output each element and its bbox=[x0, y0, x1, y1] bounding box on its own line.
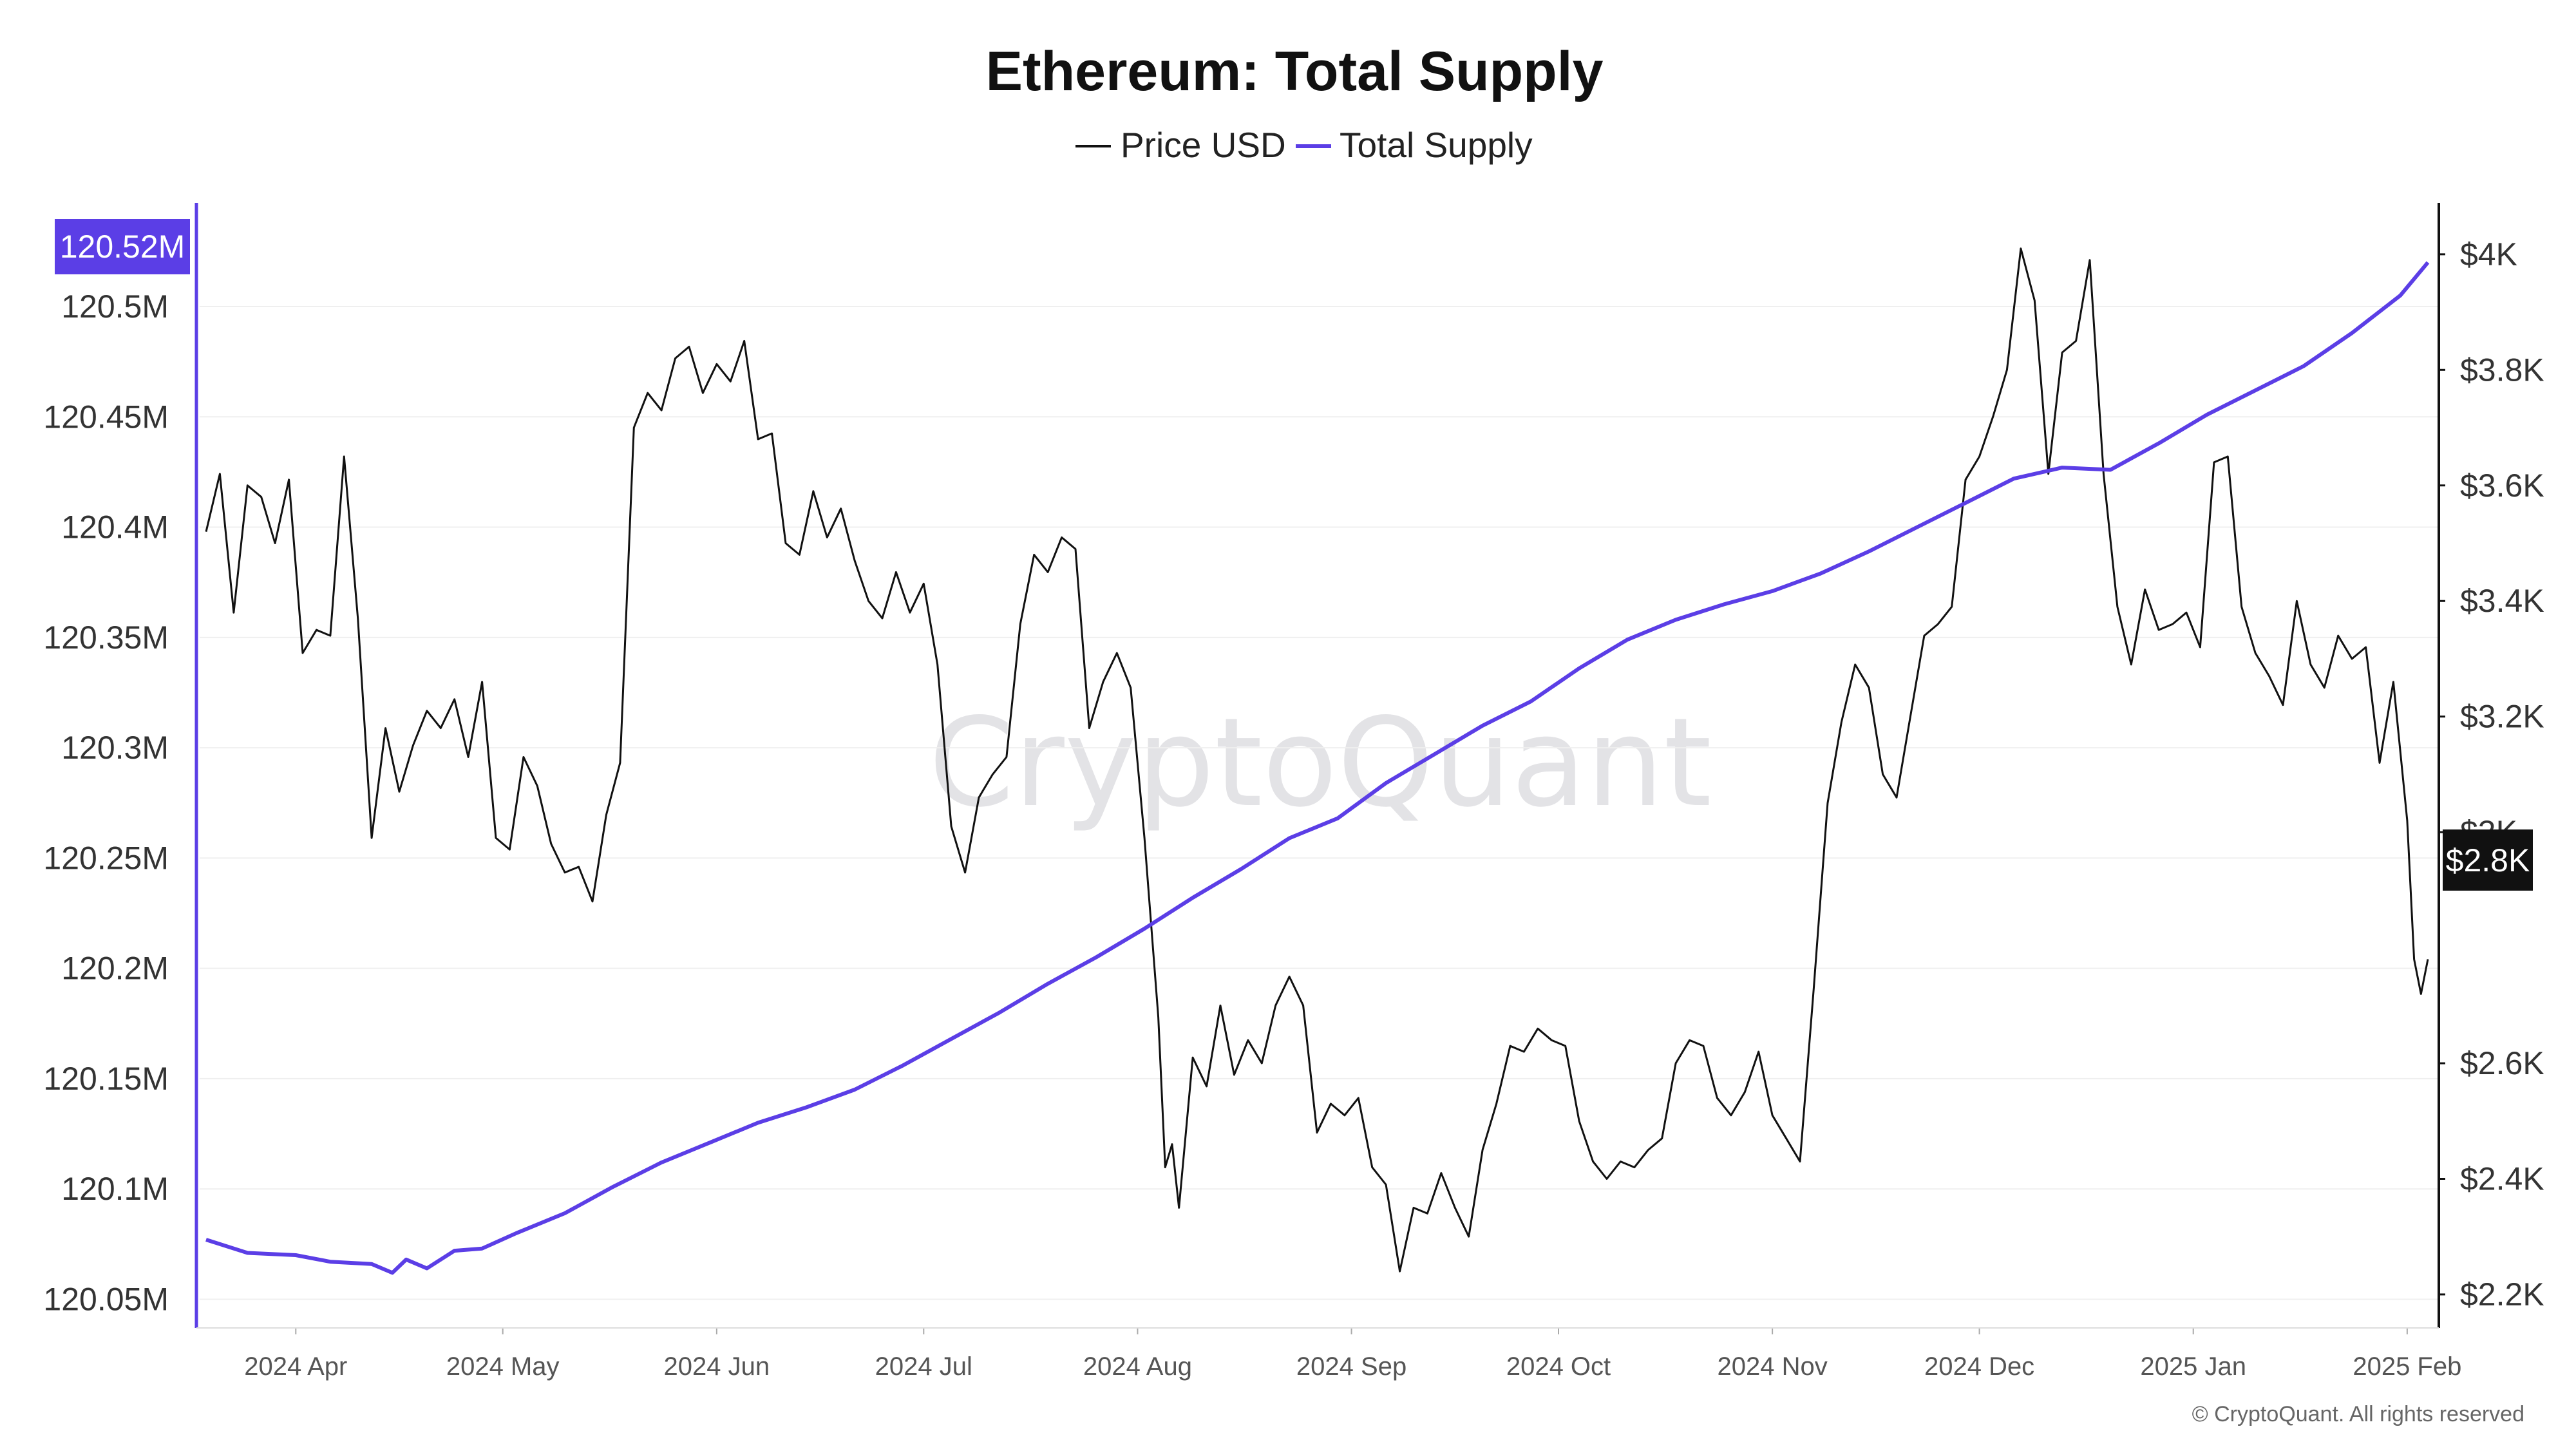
right-tick-label: $3.2K bbox=[2460, 699, 2544, 735]
left-badge-label: 120.52M bbox=[60, 229, 185, 265]
right-tick-label: $2.4K bbox=[2460, 1161, 2544, 1197]
copyright-notice: © CryptoQuant. All rights reserved bbox=[2192, 1402, 2524, 1426]
left-axis-ticks: 120.05M 120.1M 120.15M 120.2M 120.25M 120.3M 1… bbox=[43, 289, 169, 1317]
right-axis-ticks: $2.2K$2.4K$2.6K$3K$3.2K$3.4K$3.6K$3.8K$4… bbox=[2439, 236, 2544, 1312]
left-badge-box bbox=[55, 219, 190, 274]
total-supply-line bbox=[205, 261, 2430, 1275]
x-axis-ticks: 2024 Apr 2024 May 2024 Jun 2024 Jul 2024 Aug… bbox=[244, 1328, 2461, 1381]
right-tick-label: $3.8K bbox=[2460, 352, 2544, 388]
chart-title: Ethereum: Total Supply bbox=[986, 41, 1604, 102]
legend-supply-label: Total Supply bbox=[1340, 125, 1533, 165]
x-tick-label: 2024 Jun bbox=[664, 1352, 770, 1381]
right-badge-box bbox=[2443, 829, 2533, 891]
left-tick-label: 120.3M bbox=[61, 730, 169, 766]
legend: Price USD Total Supply bbox=[1075, 125, 1533, 165]
x-tick-label: 2024 Aug bbox=[1083, 1352, 1192, 1381]
right-tick-label: $2.2K bbox=[2460, 1276, 2544, 1312]
x-tick-label: 2024 May bbox=[446, 1352, 560, 1381]
x-tick-label: 2025 Jan bbox=[2140, 1352, 2246, 1381]
left-tick-label: 120.25M bbox=[43, 840, 169, 876]
x-tick-label: 2024 Jul bbox=[875, 1352, 972, 1381]
left-tick-label: 120.2M bbox=[61, 951, 169, 987]
left-tick-label: 120.05M bbox=[43, 1281, 169, 1317]
right-current-badge: $2.8K bbox=[2443, 829, 2533, 891]
left-tick-label: 120.45M bbox=[43, 399, 169, 435]
right-tick-label: $2.6K bbox=[2460, 1045, 2544, 1081]
left-tick-label: 120.15M bbox=[43, 1061, 169, 1097]
gridlines bbox=[200, 305, 2439, 1300]
x-tick-label: 2025 Feb bbox=[2353, 1352, 2461, 1381]
left-tick-label: 120.5M bbox=[61, 289, 169, 325]
x-tick-label: 2024 Oct bbox=[1506, 1352, 1611, 1381]
right-tick-label: $3.4K bbox=[2460, 583, 2544, 619]
left-tick-label: 120.35M bbox=[43, 620, 169, 656]
right-tick-label: $4K bbox=[2460, 236, 2517, 272]
right-badge-label: $2.8K bbox=[2446, 842, 2530, 878]
watermark: CryptoQuant bbox=[929, 692, 1712, 834]
left-tick-label: 120.1M bbox=[61, 1171, 169, 1207]
x-tick-label: 2024 Dec bbox=[1924, 1352, 2034, 1381]
left-tick-label: 120.4M bbox=[61, 509, 169, 545]
x-tick-label: 2024 Nov bbox=[1718, 1352, 1828, 1381]
right-tick-label: $3.6K bbox=[2460, 468, 2544, 504]
price-usd-line bbox=[205, 247, 2429, 1273]
legend-price-label: Price USD bbox=[1121, 125, 1286, 165]
x-tick-label: 2024 Sep bbox=[1296, 1352, 1406, 1381]
left-current-badge: 120.52M bbox=[55, 219, 190, 274]
x-tick-label: 2024 Apr bbox=[244, 1352, 347, 1381]
